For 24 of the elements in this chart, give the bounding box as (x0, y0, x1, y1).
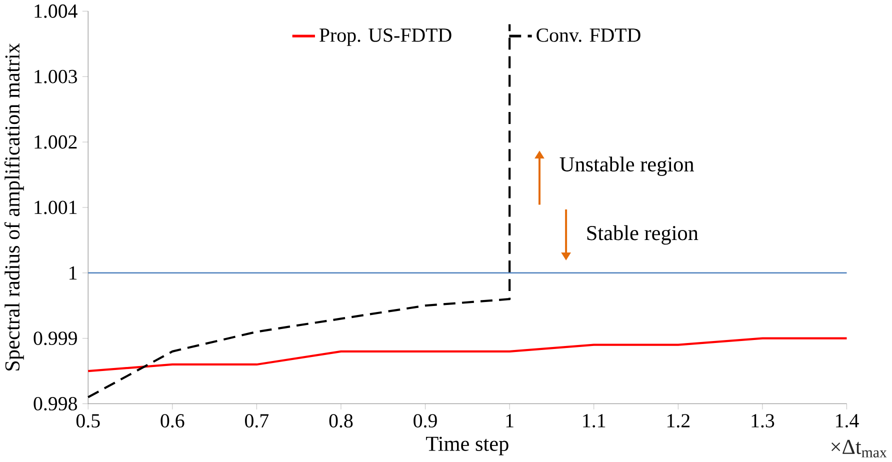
legend-label: Prop. US-FDTD (320, 28, 452, 46)
y-tick-label: 1.002 (34, 135, 77, 149)
y-tick-label: 1.003 (34, 70, 77, 84)
y-tick-label: 1 (70, 266, 77, 280)
y-tick-label: 0.999 (34, 332, 77, 346)
x-tick-label: 0.6 (160, 414, 184, 428)
x-tick-label: 0.9 (414, 414, 437, 428)
x-tick-label: 0.7 (245, 414, 269, 428)
y-axis-title: Spectral radius of amplification matrix (4, 43, 24, 371)
x-axis-title: Time step (426, 436, 508, 456)
x-tick-label: 1.3 (752, 414, 774, 428)
annotation: Stable region (587, 225, 698, 245)
y-tick-label: 0.998 (34, 397, 78, 411)
x-tick-label: 1.1 (583, 414, 606, 428)
x-tick-label: 0.8 (329, 414, 353, 428)
text: ×Δt$_{max}$ (832, 440, 887, 458)
y-tick-label: 1.004 (34, 4, 78, 18)
legend-label: Conv. FDTD (536, 28, 640, 42)
y-tick-label: 1.001 (34, 200, 77, 214)
x-tick-label: 0.5 (76, 414, 100, 428)
x-tick-label: 1.2 (667, 414, 690, 428)
annotation: Unstable region (560, 156, 694, 176)
x-tick-label: 1 (506, 414, 514, 428)
x-tick-label: 1.4 (836, 414, 859, 428)
